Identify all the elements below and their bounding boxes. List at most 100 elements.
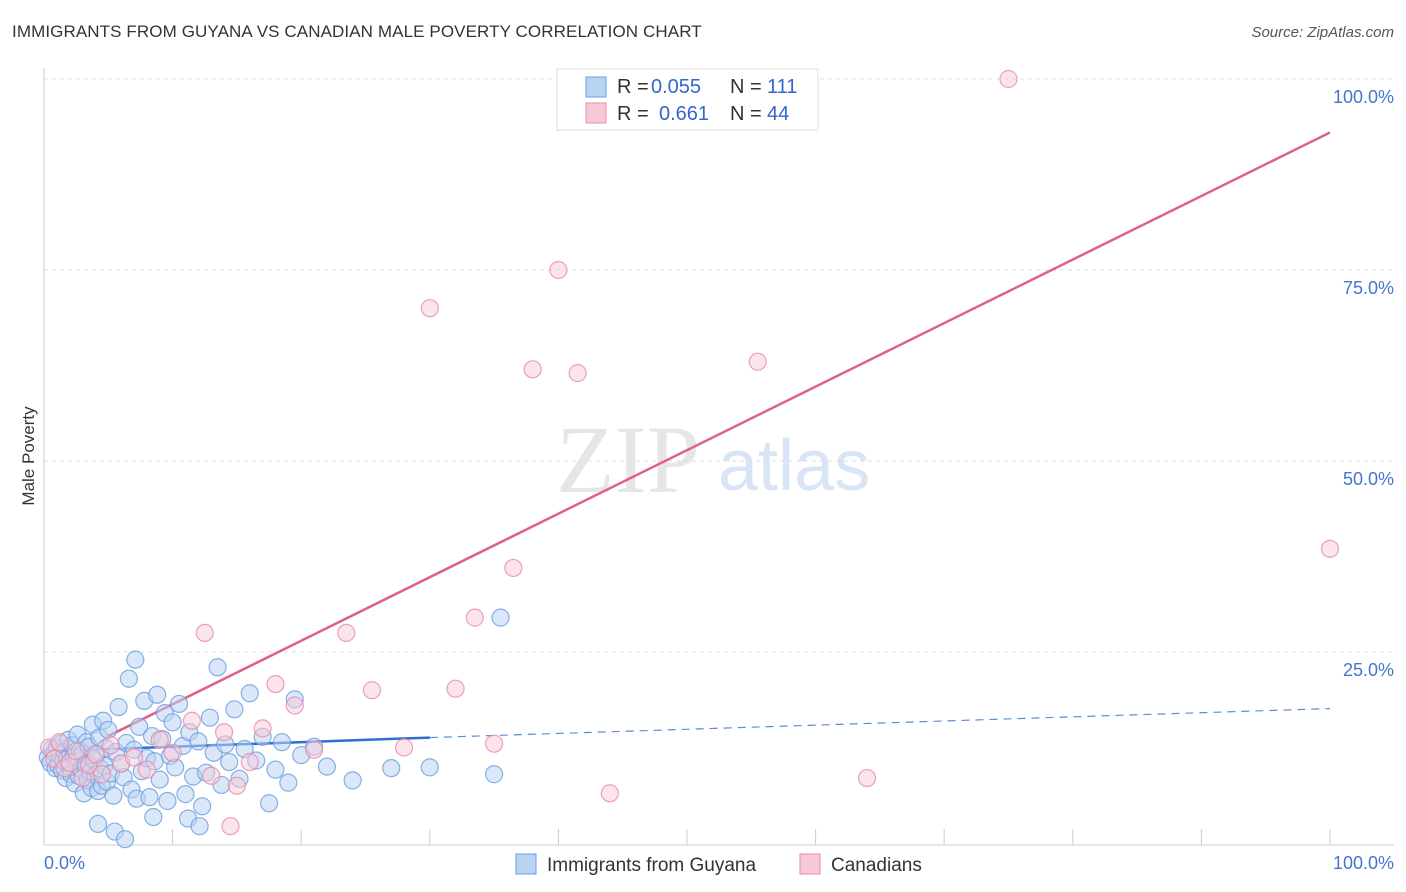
canadian-point-24: [285, 696, 304, 715]
legend-n-label-2: N =: [730, 103, 762, 125]
y-tick-labels: 25.0% 50.0% 75.0% 100.0%: [1333, 87, 1394, 680]
canadian-point-36: [568, 364, 587, 383]
guyana-point-109: [420, 758, 439, 777]
bottom-legend-swatch-pink: [799, 853, 821, 875]
canadian-point-9: [92, 765, 111, 784]
legend-swatch-blue: [585, 76, 607, 98]
guyana-point-68: [158, 791, 177, 811]
guyana-point-61: [140, 788, 159, 807]
guyana-point-102: [115, 830, 135, 849]
y-tick-label-75: 75.0%: [1343, 278, 1394, 298]
guyana-point-94: [272, 733, 292, 752]
watermark-atlas: atlas: [718, 426, 870, 506]
canadian-point-20: [227, 776, 246, 795]
stats-legend: R = 0.055 N = 111 R = 0.661 N = 44: [556, 68, 819, 131]
canadian-point-14: [150, 730, 169, 749]
bottom-legend-swatch-blue: [515, 853, 537, 875]
guyana-point-47: [104, 786, 123, 805]
canadian-point-2: [50, 733, 69, 752]
gridlines: [44, 78, 1394, 653]
guyana-point-110: [485, 765, 504, 784]
legend-r-value-1: 0.055: [651, 76, 701, 98]
guyana-point-78: [193, 797, 212, 816]
x-tick-label-right: 100.0%: [1333, 853, 1394, 873]
y-tick-label-50: 50.0%: [1343, 469, 1394, 489]
watermark-zip: ZIP: [556, 406, 700, 513]
guyana-point-65: [150, 770, 169, 789]
canadian-point-42: [1320, 539, 1340, 558]
guyana-point-111: [491, 608, 510, 627]
legend-r-label-1: R =: [617, 76, 649, 98]
guyana-point-82: [208, 658, 227, 677]
guyana-point-85: [220, 752, 239, 772]
y-tick-label-100: 100.0%: [1333, 87, 1394, 107]
bottom-legend-label-guyana: Immigrants from Guyana: [547, 855, 756, 876]
guyana-point-92: [259, 794, 279, 813]
axes: [43, 68, 1394, 846]
canadian-trend-line: [107, 131, 1331, 738]
source-label: Source: ZipAtlas.com: [1251, 24, 1394, 41]
guyana-point-45: [99, 720, 118, 740]
guyana-point-107: [343, 771, 362, 790]
canadian-point-26: [337, 623, 356, 643]
guyana-point-53: [119, 669, 138, 688]
guyana-point-86: [225, 700, 244, 719]
canadian-point-15: [163, 743, 182, 762]
guyana-point-70: [163, 713, 182, 732]
series-legend: Immigrants from Guyana Canadians: [515, 853, 922, 876]
guyana-point-49: [109, 697, 128, 717]
legend-swatch-pink: [585, 102, 607, 124]
y-axis-label: Male Poverty: [19, 406, 38, 506]
canadian-point-43: [221, 817, 240, 836]
guyana-point-89: [240, 684, 259, 703]
guyana-point-95: [279, 773, 298, 792]
canadian-point-16: [182, 711, 201, 730]
canadian-point-13: [137, 760, 156, 779]
guyana-point-93: [266, 760, 285, 779]
chart-title: IMMIGRANTS FROM GUYANA VS CANADIAN MALE …: [12, 22, 702, 41]
canadian-point-18: [202, 766, 221, 785]
canadian-point-32: [485, 734, 504, 753]
legend-r-label-2: R =: [617, 103, 649, 125]
guyana-point-72: [169, 694, 189, 714]
canadian-point-8: [86, 745, 105, 764]
legend-n-label-1: N =: [730, 76, 762, 98]
x-tick-label-left: 0.0%: [44, 853, 85, 873]
bottom-legend-label-canadians: Canadians: [831, 855, 922, 876]
canadian-point-30: [446, 679, 465, 698]
canadian-point-34: [523, 360, 542, 379]
canadian-point-38: [748, 352, 767, 371]
canadian-point-19: [214, 723, 234, 742]
legend-n-value-2: 44: [767, 103, 789, 125]
canadian-point-28: [394, 738, 414, 757]
canadian-point-17: [195, 623, 214, 643]
guyana-point-57: [130, 717, 149, 736]
guyana-point-74: [176, 785, 195, 804]
guyana-trend-extension: [429, 707, 1331, 739]
guyana-point-105: [190, 817, 209, 836]
canadian-point-35: [549, 260, 568, 280]
canadian-point-21: [240, 752, 259, 772]
canadian-point-10: [101, 736, 120, 755]
canadian-point-37: [600, 784, 619, 803]
canadian-point-40: [857, 768, 877, 788]
canadian-point-33: [504, 558, 523, 578]
guyana-point-99: [317, 757, 337, 776]
canadian-point-22: [253, 719, 272, 738]
y-tick-label-25: 25.0%: [1343, 660, 1394, 680]
canadian-point-27: [362, 681, 382, 700]
canadian-point-5: [67, 742, 86, 761]
canadian-point-12: [124, 748, 144, 767]
data-points: [38, 69, 1340, 849]
guyana-point-80: [200, 708, 219, 727]
legend-n-value-1: 111: [767, 76, 797, 98]
canadian-point-25: [304, 740, 324, 759]
canadian-point-23: [266, 674, 285, 694]
canadian-point-29: [420, 299, 439, 318]
canadian-point-41: [999, 69, 1018, 89]
guyana-point-106: [126, 650, 145, 669]
guyana-point-103: [144, 807, 163, 827]
guyana-point-77: [189, 732, 208, 751]
guyana-point-64: [148, 685, 167, 704]
